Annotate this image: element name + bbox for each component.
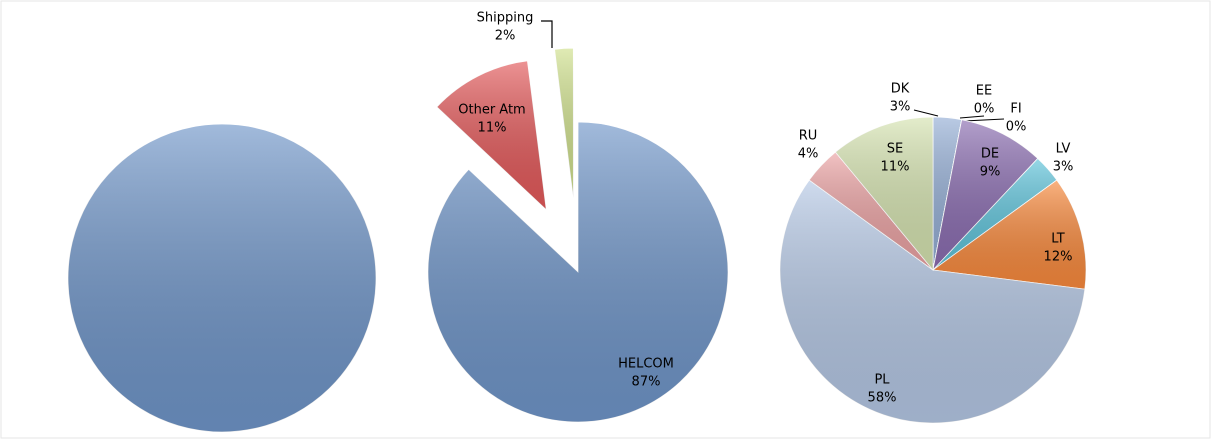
value-label: 11%: [478, 121, 507, 136]
value-label: 11%: [881, 160, 910, 175]
slice-label: DE: [981, 147, 999, 162]
slice-label: RU: [799, 129, 818, 144]
slice-label: PL: [874, 373, 890, 388]
pie-slice: [427, 121, 729, 423]
value-label: 2%: [495, 29, 516, 44]
value-label: 0%: [974, 102, 995, 117]
value-label: 12%: [1044, 250, 1073, 265]
leader-line: [541, 20, 553, 48]
value-label: 87%: [632, 375, 661, 390]
pie-slice: [67, 123, 377, 433]
value-label: 4%: [798, 147, 819, 162]
slice-label: FI: [1010, 102, 1021, 117]
slice-label: EE: [976, 84, 992, 99]
value-label: 58%: [868, 391, 897, 406]
slice-label: LV: [1056, 142, 1071, 157]
value-label: 3%: [890, 100, 911, 115]
leader-line: [913, 109, 939, 117]
slice-label: SE: [887, 142, 903, 157]
slice-label: HELCOM: [618, 357, 674, 372]
value-label: 3%: [1053, 160, 1074, 175]
leader-line: [959, 115, 985, 119]
value-label: 9%: [980, 165, 1001, 180]
slice-label: DK: [891, 82, 910, 97]
slice-label: Shipping: [477, 11, 534, 26]
leader-line: [963, 118, 1005, 122]
pie-slice: [554, 47, 574, 199]
slice-label: LT: [1051, 232, 1064, 247]
slice-label: Other Atm: [458, 103, 525, 118]
value-label: 0%: [1006, 120, 1027, 135]
